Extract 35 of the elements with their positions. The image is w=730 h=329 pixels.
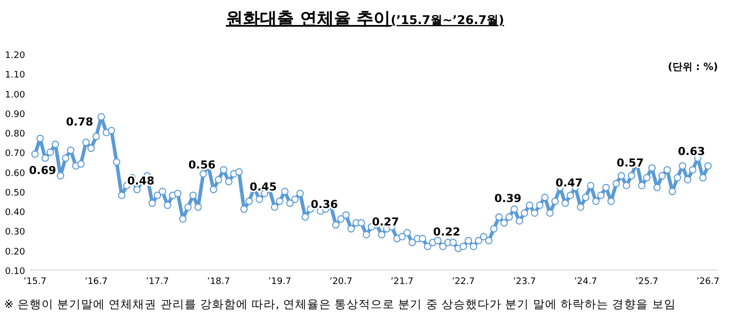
data-label: 0.22: [433, 226, 460, 239]
x-tick-label: ’18.7: [207, 277, 230, 287]
x-tick-label: ’23.7: [513, 277, 536, 287]
x-tick-label: ’17.7: [146, 277, 169, 287]
y-tick-label: 1.00: [5, 90, 26, 100]
annotation: (단위 : %): [668, 62, 718, 73]
x-tick-label: ’19.7: [268, 277, 292, 287]
x-tick-label: ’25.7: [635, 277, 658, 287]
y-tick-label: 0.60: [5, 168, 26, 179]
y-tick-label: 1.20: [5, 51, 26, 61]
data-label: 0.27: [372, 216, 400, 229]
y-tick-label: 0.70: [5, 149, 26, 160]
x-tick-label: ’26.7: [696, 277, 720, 287]
chart-subtitle: (’15.7월~’26.7월): [390, 13, 504, 27]
y-tick-label: 0.90: [5, 110, 26, 120]
data-label: 0.63: [678, 144, 705, 158]
y-tick-label: 0.50: [5, 188, 26, 198]
y-tick-label: 0.40: [5, 208, 26, 218]
x-tick-label: ’16.7: [84, 277, 108, 287]
y-tick-label: 0.30: [5, 228, 26, 238]
x-tick-label: ’24.7: [574, 277, 598, 287]
data-label: 0.78: [66, 115, 94, 128]
data-label: 0.48: [127, 174, 154, 188]
x-tick-label: ’20.7: [329, 277, 352, 287]
x-tick-label: ’15.7: [24, 277, 46, 287]
x-tick-label: ’21.7: [390, 277, 414, 287]
x-tick-label: ’22.7: [452, 277, 475, 287]
data-label: 0.39: [494, 192, 522, 206]
y-tick-label: 1.10: [5, 70, 26, 81]
text: ※ 은행이 분기말에 연체채권 관리를 강화함에 따라, 연체율은 통상적으로 분기 중 상승했다가 분기 말에 하락하는 경향을 보임: [4, 297, 676, 311]
data-label: 0.47: [555, 176, 583, 190]
y-tick-label: 0.20: [5, 247, 26, 258]
y-tick-label: 0.80: [5, 130, 26, 140]
y-tick-label: 0.10: [5, 267, 26, 277]
data-label: 0.69: [29, 164, 56, 178]
